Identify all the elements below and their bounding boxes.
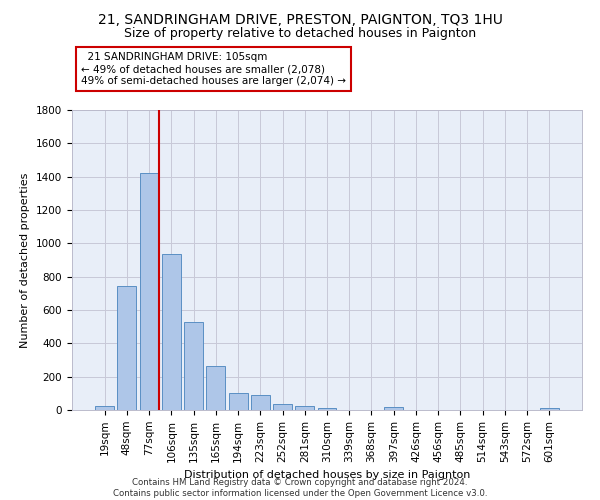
Bar [229, 392, 248, 410]
Bar [162, 254, 181, 410]
Y-axis label: Number of detached properties: Number of detached properties [20, 172, 31, 348]
Text: 21, SANDRINGHAM DRIVE, PRESTON, PAIGNTON, TQ3 1HU: 21, SANDRINGHAM DRIVE, PRESTON, PAIGNTON… [98, 12, 502, 26]
Text: 21 SANDRINGHAM DRIVE: 105sqm
← 49% of detached houses are smaller (2,078)
49% of: 21 SANDRINGHAM DRIVE: 105sqm ← 49% of de… [81, 52, 346, 86]
Bar [206, 366, 225, 410]
Bar [118, 286, 136, 410]
X-axis label: Distribution of detached houses by size in Paignton: Distribution of detached houses by size … [184, 470, 470, 480]
Bar [273, 404, 292, 410]
Bar [95, 406, 114, 410]
Bar [140, 174, 158, 410]
Bar [184, 322, 203, 410]
Bar [540, 408, 559, 410]
Bar [384, 408, 403, 410]
Bar [295, 406, 314, 410]
Bar [317, 408, 337, 410]
Text: Contains HM Land Registry data © Crown copyright and database right 2024.
Contai: Contains HM Land Registry data © Crown c… [113, 478, 487, 498]
Bar [251, 395, 270, 410]
Text: Size of property relative to detached houses in Paignton: Size of property relative to detached ho… [124, 28, 476, 40]
